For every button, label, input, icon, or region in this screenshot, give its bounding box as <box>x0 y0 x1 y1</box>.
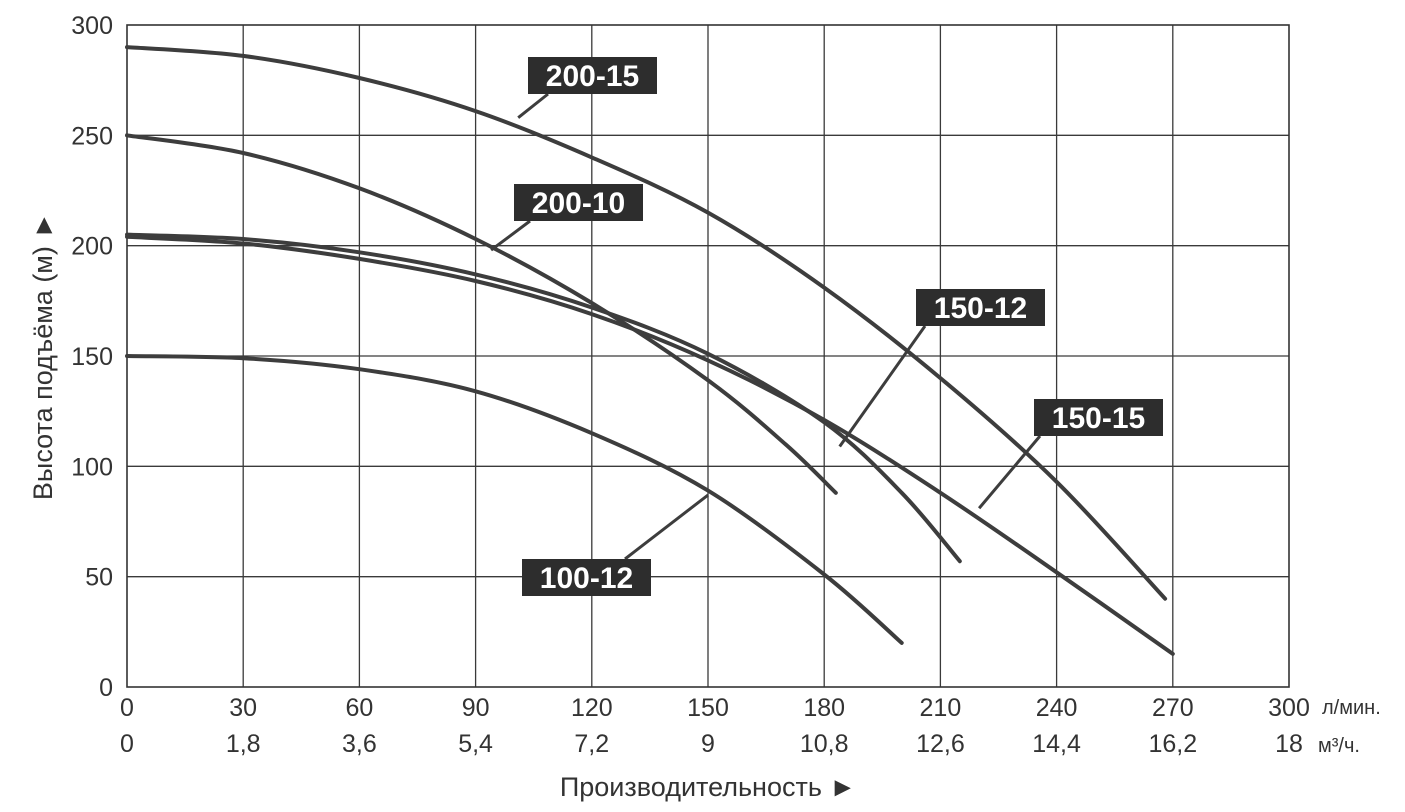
series-label-text: 100-12 <box>540 562 633 595</box>
x-tick-label: 150 <box>687 694 729 722</box>
y-tick-label: 200 <box>71 233 113 261</box>
y-tick-label: 50 <box>85 564 113 592</box>
x-tick-label: 180 <box>803 694 845 722</box>
y-tick-label: 150 <box>71 343 113 371</box>
series-line-100-12 <box>125 354 904 645</box>
label-leaders <box>490 92 1042 561</box>
x-unit-secondary: м³/ч. <box>1318 735 1360 757</box>
y-axis-title: Высота подъёма (м) ► <box>28 212 58 500</box>
y-tick-label: 0 <box>99 674 113 702</box>
series-label-200-15: 200-15 <box>528 57 657 94</box>
x-axis-title: Производительность ► <box>560 772 856 802</box>
x-unit-primary: л/мин. <box>1322 697 1381 719</box>
x-tick-label-secondary: 12,6 <box>916 730 965 758</box>
leader-line-150-12 <box>838 325 927 448</box>
series-line-200-15 <box>125 45 1168 601</box>
x-tick-label: 0 <box>120 694 134 722</box>
x-tick-label-secondary: 3,6 <box>342 730 377 758</box>
x-tick-label: 30 <box>229 694 257 722</box>
y-tick-label: 300 <box>71 12 113 40</box>
series-label-box <box>514 184 643 221</box>
series-label-150-15: 150-15 <box>1034 399 1163 436</box>
x-tick-label: 270 <box>1152 694 1194 722</box>
x-tick-label-secondary: 7,2 <box>574 730 609 758</box>
series-label-200-10: 200-10 <box>514 184 643 221</box>
x-tick-label-secondary: 5,4 <box>458 730 493 758</box>
x-tick-label-secondary: 14,4 <box>1032 730 1081 758</box>
x-tick-label: 90 <box>462 694 490 722</box>
x-tick-label-secondary: 0 <box>120 730 134 758</box>
x-tick-label: 60 <box>345 694 373 722</box>
leader-line-100-12 <box>624 493 709 561</box>
grid <box>127 25 1289 687</box>
series-label-box <box>522 559 651 596</box>
series-label-box <box>916 289 1045 326</box>
x-tick-label-secondary: 1,8 <box>226 730 261 758</box>
series-label-box <box>528 57 657 94</box>
x-tick-label: 240 <box>1036 694 1078 722</box>
series-label-text: 150-12 <box>934 292 1027 325</box>
leader-line-200-10 <box>490 219 531 252</box>
series-line-150-15 <box>125 234 1175 656</box>
series-label-text: 200-15 <box>546 60 639 93</box>
series-labels: 200-15 200-10 150-12 150-15 100-12 <box>514 57 1163 596</box>
series-label-box <box>1034 399 1163 436</box>
x-tick-label-secondary: 16,2 <box>1148 730 1197 758</box>
x-tick-label-secondary: 18 <box>1275 730 1303 758</box>
series-label-text: 150-15 <box>1052 402 1145 435</box>
series-label-100-12: 100-12 <box>522 559 651 596</box>
series-label-150-12: 150-12 <box>916 289 1045 326</box>
x-tick-label: 210 <box>920 694 962 722</box>
x-tick-label-secondary: 9 <box>701 730 715 758</box>
y-tick-label: 250 <box>71 122 113 150</box>
series-label-text: 200-10 <box>532 187 625 220</box>
x-tick-label: 300 <box>1268 694 1310 722</box>
y-tick-label: 100 <box>71 453 113 481</box>
leader-line-200-15 <box>517 92 549 119</box>
curves <box>125 45 1175 656</box>
leader-line-150-15 <box>977 435 1042 510</box>
series-line-200-10 <box>125 133 838 495</box>
x-tick-label-secondary: 10,8 <box>800 730 849 758</box>
x-tick-label: 120 <box>571 694 613 722</box>
series-line-150-12 <box>125 232 962 564</box>
